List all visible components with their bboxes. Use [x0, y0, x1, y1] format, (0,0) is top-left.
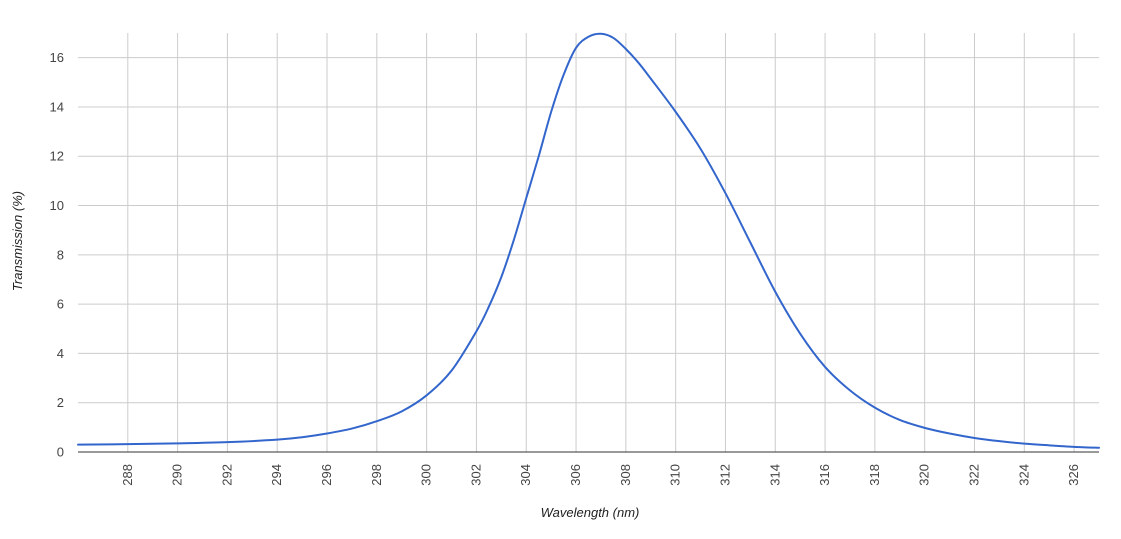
x-tick-label: 316	[817, 464, 832, 486]
x-tick-label: 288	[120, 464, 135, 486]
x-tick-label: 318	[867, 464, 882, 486]
transmission-series-line	[77, 32, 1100, 449]
y-tick-label: 12	[50, 149, 64, 164]
x-tick-label: 294	[269, 464, 284, 486]
y-tick-label: 2	[57, 395, 64, 410]
vertical-gridlines	[127, 33, 1075, 452]
y-tick-label: 8	[57, 247, 64, 262]
y-tick-label: 14	[50, 99, 64, 114]
y-tick-label: 10	[50, 198, 64, 213]
x-tick-label: 322	[966, 464, 981, 486]
x-tick-label: 312	[717, 464, 732, 486]
x-tick-label: 310	[668, 464, 683, 486]
x-tick-label: 296	[319, 464, 334, 486]
x-tick-label: 314	[767, 464, 782, 486]
horizontal-gridlines	[78, 57, 1099, 404]
y-tick-label: 6	[57, 297, 64, 312]
x-axis-title: Wavelength (nm)	[541, 505, 640, 520]
series-group	[77, 32, 1100, 449]
x-axis-tick-labels: 288 290 292 294 296 298 300 302 304 306 308 310 312 3…	[120, 464, 1081, 486]
y-axis-title: Transmission (%)	[10, 191, 25, 291]
x-tick-label: 300	[419, 464, 434, 486]
y-axis-tick-labels: 0 2 4 6 8 10 12 14 16	[50, 50, 64, 459]
x-tick-label: 298	[369, 464, 384, 486]
x-tick-label: 302	[468, 464, 483, 486]
x-tick-label: 324	[1016, 464, 1031, 486]
y-tick-label: 0	[57, 445, 64, 460]
x-tick-label: 292	[219, 464, 234, 486]
x-tick-label: 290	[170, 464, 185, 486]
x-tick-label: 326	[1066, 464, 1081, 486]
y-tick-label: 16	[50, 50, 64, 65]
x-tick-label: 308	[618, 464, 633, 486]
y-tick-label: 4	[57, 346, 64, 361]
x-tick-label: 304	[518, 464, 533, 486]
x-tick-label: 306	[568, 464, 583, 486]
x-tick-label: 320	[917, 464, 932, 486]
